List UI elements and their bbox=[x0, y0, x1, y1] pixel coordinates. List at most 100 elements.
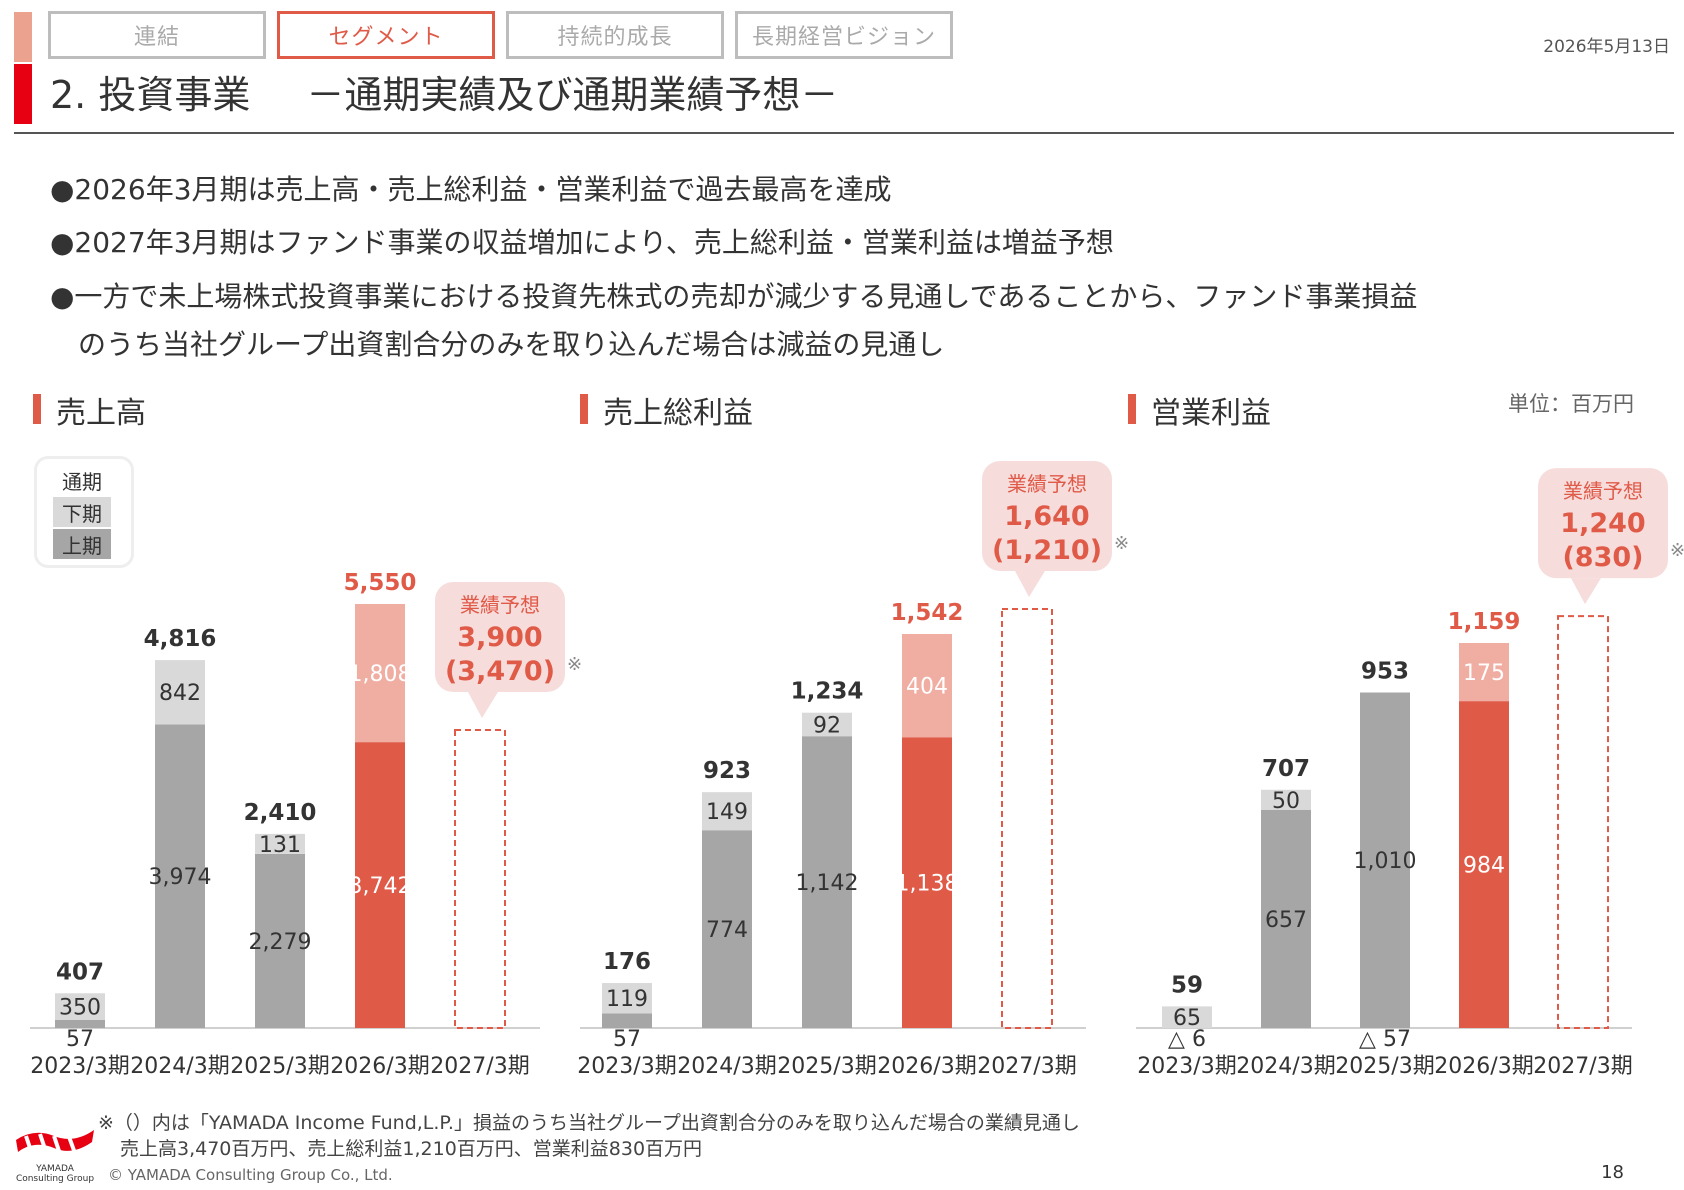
header-accent-bar bbox=[14, 64, 32, 124]
chart-2-first-half-label: △ 6 bbox=[1168, 1027, 1206, 1052]
chart-0-forecast-alt-value: (3,470) bbox=[445, 656, 555, 687]
unit-label: 単位：百万円 bbox=[1508, 392, 1634, 416]
chart-0-category-label: 2025/3期 bbox=[230, 1054, 329, 1079]
bullet-2: ●2027年3月期はファンド事業の収益増加により、売上総利益・営業利益は増益予想 bbox=[50, 226, 1114, 259]
chart-0-total-label: 2,410 bbox=[244, 800, 317, 826]
tab-long-term-vision[interactable]: 長期経営ビジョン bbox=[735, 11, 953, 59]
chart-1-bar-first-half bbox=[802, 736, 852, 1028]
legend-first-half: 上期 bbox=[53, 529, 111, 559]
chart-0-first-half-label: 57 bbox=[66, 1027, 94, 1052]
chart-2-forecast-value: 1,240 bbox=[1560, 508, 1645, 539]
chart-1-first-half-label: 1,138 bbox=[896, 872, 959, 897]
tab-sustainable-growth[interactable]: 持続的成長 bbox=[506, 11, 724, 59]
footnote-line-2: 売上高3,470百万円、売上総利益1,210百万円、営業利益830百万円 bbox=[120, 1138, 703, 1160]
chart-2-category-label: 2024/3期 bbox=[1236, 1054, 1335, 1079]
chart-1-category-label: 2026/3期 bbox=[877, 1054, 976, 1079]
chart-1-total-label: 923 bbox=[703, 758, 751, 784]
chart-0-first-half-label: 3,742 bbox=[349, 874, 412, 899]
chart-2-first-half-label: 657 bbox=[1265, 908, 1307, 933]
chart-0-total-label: 4,816 bbox=[144, 626, 217, 652]
chart-1-category-label: 2023/3期 bbox=[577, 1054, 676, 1079]
chart-1-forecast-bar bbox=[1001, 607, 1053, 1029]
chart-legend: 通期 下期 上期 bbox=[34, 456, 134, 568]
section-title-gross-profit: 売上総利益 bbox=[603, 396, 753, 431]
chart-1-first-half-label: 57 bbox=[613, 1027, 641, 1052]
chart-2-forecast-note-mark: ※ bbox=[1670, 540, 1684, 561]
section-title-operating-profit: 営業利益 bbox=[1151, 396, 1271, 431]
chart-1-second-half-label: 92 bbox=[813, 713, 841, 738]
chart-1-category-label: 2024/3期 bbox=[677, 1054, 776, 1079]
chart-1-bar-first-half bbox=[602, 1013, 652, 1028]
chart-1-total-label: 176 bbox=[603, 949, 651, 975]
chart-0-bar-second-half bbox=[55, 993, 105, 1020]
chart-1-forecast-alt-value: (1,210) bbox=[992, 535, 1102, 566]
chart-0-category-label: 2023/3期 bbox=[30, 1054, 129, 1079]
chart-1-bar-first-half bbox=[902, 737, 952, 1028]
chart-2-forecast-alt-value: (830) bbox=[1562, 542, 1643, 573]
header-divider bbox=[14, 132, 1674, 134]
chart-1-category-label: 2027/3期 bbox=[977, 1054, 1076, 1079]
chart-2-bar-second-half bbox=[1261, 789, 1311, 810]
chart-2-bar-first-half bbox=[1360, 692, 1410, 1028]
chart-1-bar-first-half bbox=[702, 830, 752, 1028]
chart-1-first-half-label: 774 bbox=[706, 918, 748, 943]
header-accent-bar-light bbox=[14, 12, 32, 62]
chart-2-second-half-label: △ 57 bbox=[1359, 1027, 1411, 1052]
section-mark-operating-profit bbox=[1128, 394, 1136, 424]
chart-1-total-label: 1,234 bbox=[791, 679, 864, 705]
chart-0-second-half-label: 131 bbox=[259, 833, 301, 858]
chart-0-second-half-label: 1,808 bbox=[349, 662, 412, 687]
report-date: 2026年5月13日 bbox=[1543, 37, 1670, 57]
chart-1-category-label: 2025/3期 bbox=[777, 1054, 876, 1079]
chart-0-forecast-note-mark: ※ bbox=[567, 654, 582, 675]
bullet-3: ●一方で未上場株式投資事業における投資先株式の売却が減少する見通しであることから… bbox=[50, 280, 1418, 313]
chart-2-first-half-label: 1,010 bbox=[1354, 849, 1417, 874]
chart-0-second-half-label: 350 bbox=[59, 996, 101, 1021]
chart-2-forecast-callout-pointer bbox=[1571, 578, 1601, 605]
chart-2-category-label: 2023/3期 bbox=[1137, 1054, 1236, 1079]
logo-text: YAMADA Consulting Group bbox=[15, 1164, 95, 1184]
chart-1-second-half-label: 119 bbox=[606, 987, 648, 1012]
chart-2-second-half-label: 50 bbox=[1272, 789, 1300, 814]
chart-2-total-label: 707 bbox=[1262, 756, 1310, 782]
copyright: © YAMADA Consulting Group Co., Ltd. bbox=[108, 1166, 393, 1184]
chart-2-category-label: 2027/3期 bbox=[1533, 1054, 1632, 1079]
legend-second-half: 下期 bbox=[53, 497, 111, 527]
chart-0-second-half-label: 842 bbox=[159, 681, 201, 706]
footnote-line-1: ※（）内は「YAMADA Income Fund,L.P.」損益のうち当社グルー… bbox=[98, 1112, 1080, 1134]
chart-1-second-half-label: 149 bbox=[706, 800, 748, 825]
logo-mark-icon bbox=[16, 1130, 94, 1161]
bullet-3-continued: のうち当社グループ出資割合分のみを取り込んだ場合は減益の見通し bbox=[78, 328, 945, 361]
page-title-sub: －通期実績及び通期業績予想－ bbox=[306, 73, 839, 117]
chart-1-bar-second-half bbox=[602, 983, 652, 1014]
chart-1-second-half-label: 404 bbox=[906, 675, 948, 700]
section-title-sales: 売上高 bbox=[56, 396, 146, 431]
chart-1-forecast-note-mark: ※ bbox=[1114, 533, 1129, 554]
chart-0-bar-first-half bbox=[255, 853, 305, 1028]
chart-0-bar-first-half bbox=[55, 1020, 105, 1028]
chart-0-bar-second-half bbox=[155, 660, 205, 725]
chart-1-first-half-label: 1,142 bbox=[796, 871, 859, 896]
chart-1-total-label: 1,542 bbox=[891, 600, 964, 626]
chart-0-category-label: 2024/3期 bbox=[130, 1054, 229, 1079]
chart-2-bar-first-half bbox=[1459, 701, 1509, 1028]
page-title: 2. 投資事業 －通期実績及び通期業績予想－ bbox=[50, 64, 838, 119]
chart-0-category-label: 2027/3期 bbox=[430, 1054, 529, 1079]
chart-1-bar-second-half bbox=[802, 712, 852, 737]
tab-consolidated[interactable]: 連結 bbox=[48, 11, 266, 59]
chart-2-category-label: 2026/3期 bbox=[1434, 1054, 1533, 1079]
chart-0-bar-second-half bbox=[255, 833, 305, 854]
chart-1-forecast-callout bbox=[982, 460, 1112, 571]
tab-segment[interactable]: セグメント bbox=[277, 11, 495, 59]
chart-1-forecast-label: 業績予想 bbox=[1007, 472, 1087, 496]
chart-0-forecast-label: 業績予想 bbox=[460, 593, 540, 617]
chart-0-bar-first-half bbox=[355, 742, 405, 1028]
chart-0-forecast-value: 3,900 bbox=[457, 622, 542, 653]
chart-2-forecast-bar bbox=[1557, 615, 1609, 1030]
chart-1-bar-second-half bbox=[702, 792, 752, 831]
chart-0-forecast-callout bbox=[435, 582, 565, 693]
chart-2-forecast-label: 業績予想 bbox=[1563, 479, 1643, 503]
chart-0-first-half-label: 3,974 bbox=[149, 865, 212, 890]
chart-0-bar-second-half bbox=[355, 604, 405, 743]
chart-2-first-half-label: 984 bbox=[1463, 854, 1505, 879]
